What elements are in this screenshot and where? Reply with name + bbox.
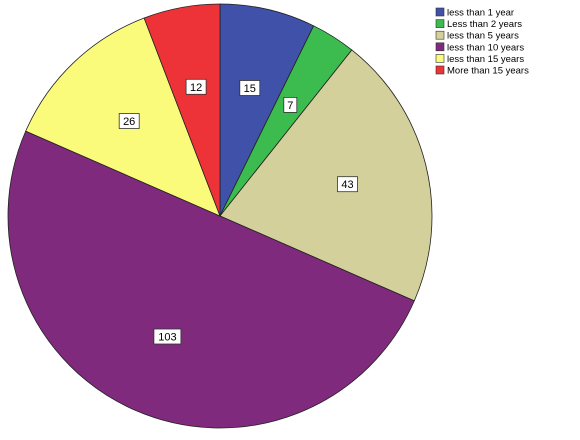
legend-item: less than 10 years <box>435 42 524 53</box>
slice-value-label-2: 7 <box>283 97 298 113</box>
legend-swatch <box>435 30 445 40</box>
legend-swatch <box>435 19 445 28</box>
legend-item: less than 5 years <box>435 30 519 42</box>
pie-slice-3 <box>219 49 433 302</box>
legend-swatch <box>435 65 445 75</box>
legend-label: More than 15 years <box>447 66 529 77</box>
pie-slice-4 <box>7 130 415 429</box>
slice-value-label-3: 43 <box>337 176 358 193</box>
slice-value-label-1: 15 <box>239 80 261 96</box>
legend-label: less than 1 year <box>447 8 514 19</box>
legend-swatch <box>435 7 445 17</box>
slice-value-text: 26 <box>123 116 135 128</box>
slice-value-text: 7 <box>287 100 293 112</box>
legend-item: less than 1 year <box>435 7 514 19</box>
slice-value-label-box <box>239 80 261 96</box>
slice-value-labels: 15 7 43 103 26 12 <box>118 78 358 345</box>
slice-value-label-5: 26 <box>118 113 140 129</box>
legend-label: less than 5 years <box>447 31 519 42</box>
slice-value-label-box <box>337 176 358 193</box>
slice-value-text: 15 <box>244 83 256 95</box>
legend-swatch <box>435 54 445 63</box>
slice-value-label-box <box>153 328 182 345</box>
slice-value-label-6: 12 <box>185 78 207 95</box>
slice-value-text: 43 <box>341 179 353 191</box>
pie-slice-6 <box>143 3 221 217</box>
legend-label: less than 15 years <box>447 54 524 65</box>
legend-item: Less than 2 years <box>435 19 522 30</box>
pie-slices <box>7 3 433 429</box>
slice-value-label-box <box>118 113 140 129</box>
slice-value-text: 12 <box>190 82 202 94</box>
slice-value-text: 103 <box>158 332 176 344</box>
slice-value-label-box <box>185 78 207 95</box>
legend-swatch <box>435 42 445 52</box>
legend-item: less than 15 years <box>435 54 524 65</box>
slice-value-label-box <box>283 97 298 113</box>
legend-label: less than 10 years <box>447 42 524 53</box>
legend-label: Less than 2 years <box>447 19 522 30</box>
legend-item: More than 15 years <box>435 65 529 77</box>
slice-value-label-4: 103 <box>153 328 182 345</box>
